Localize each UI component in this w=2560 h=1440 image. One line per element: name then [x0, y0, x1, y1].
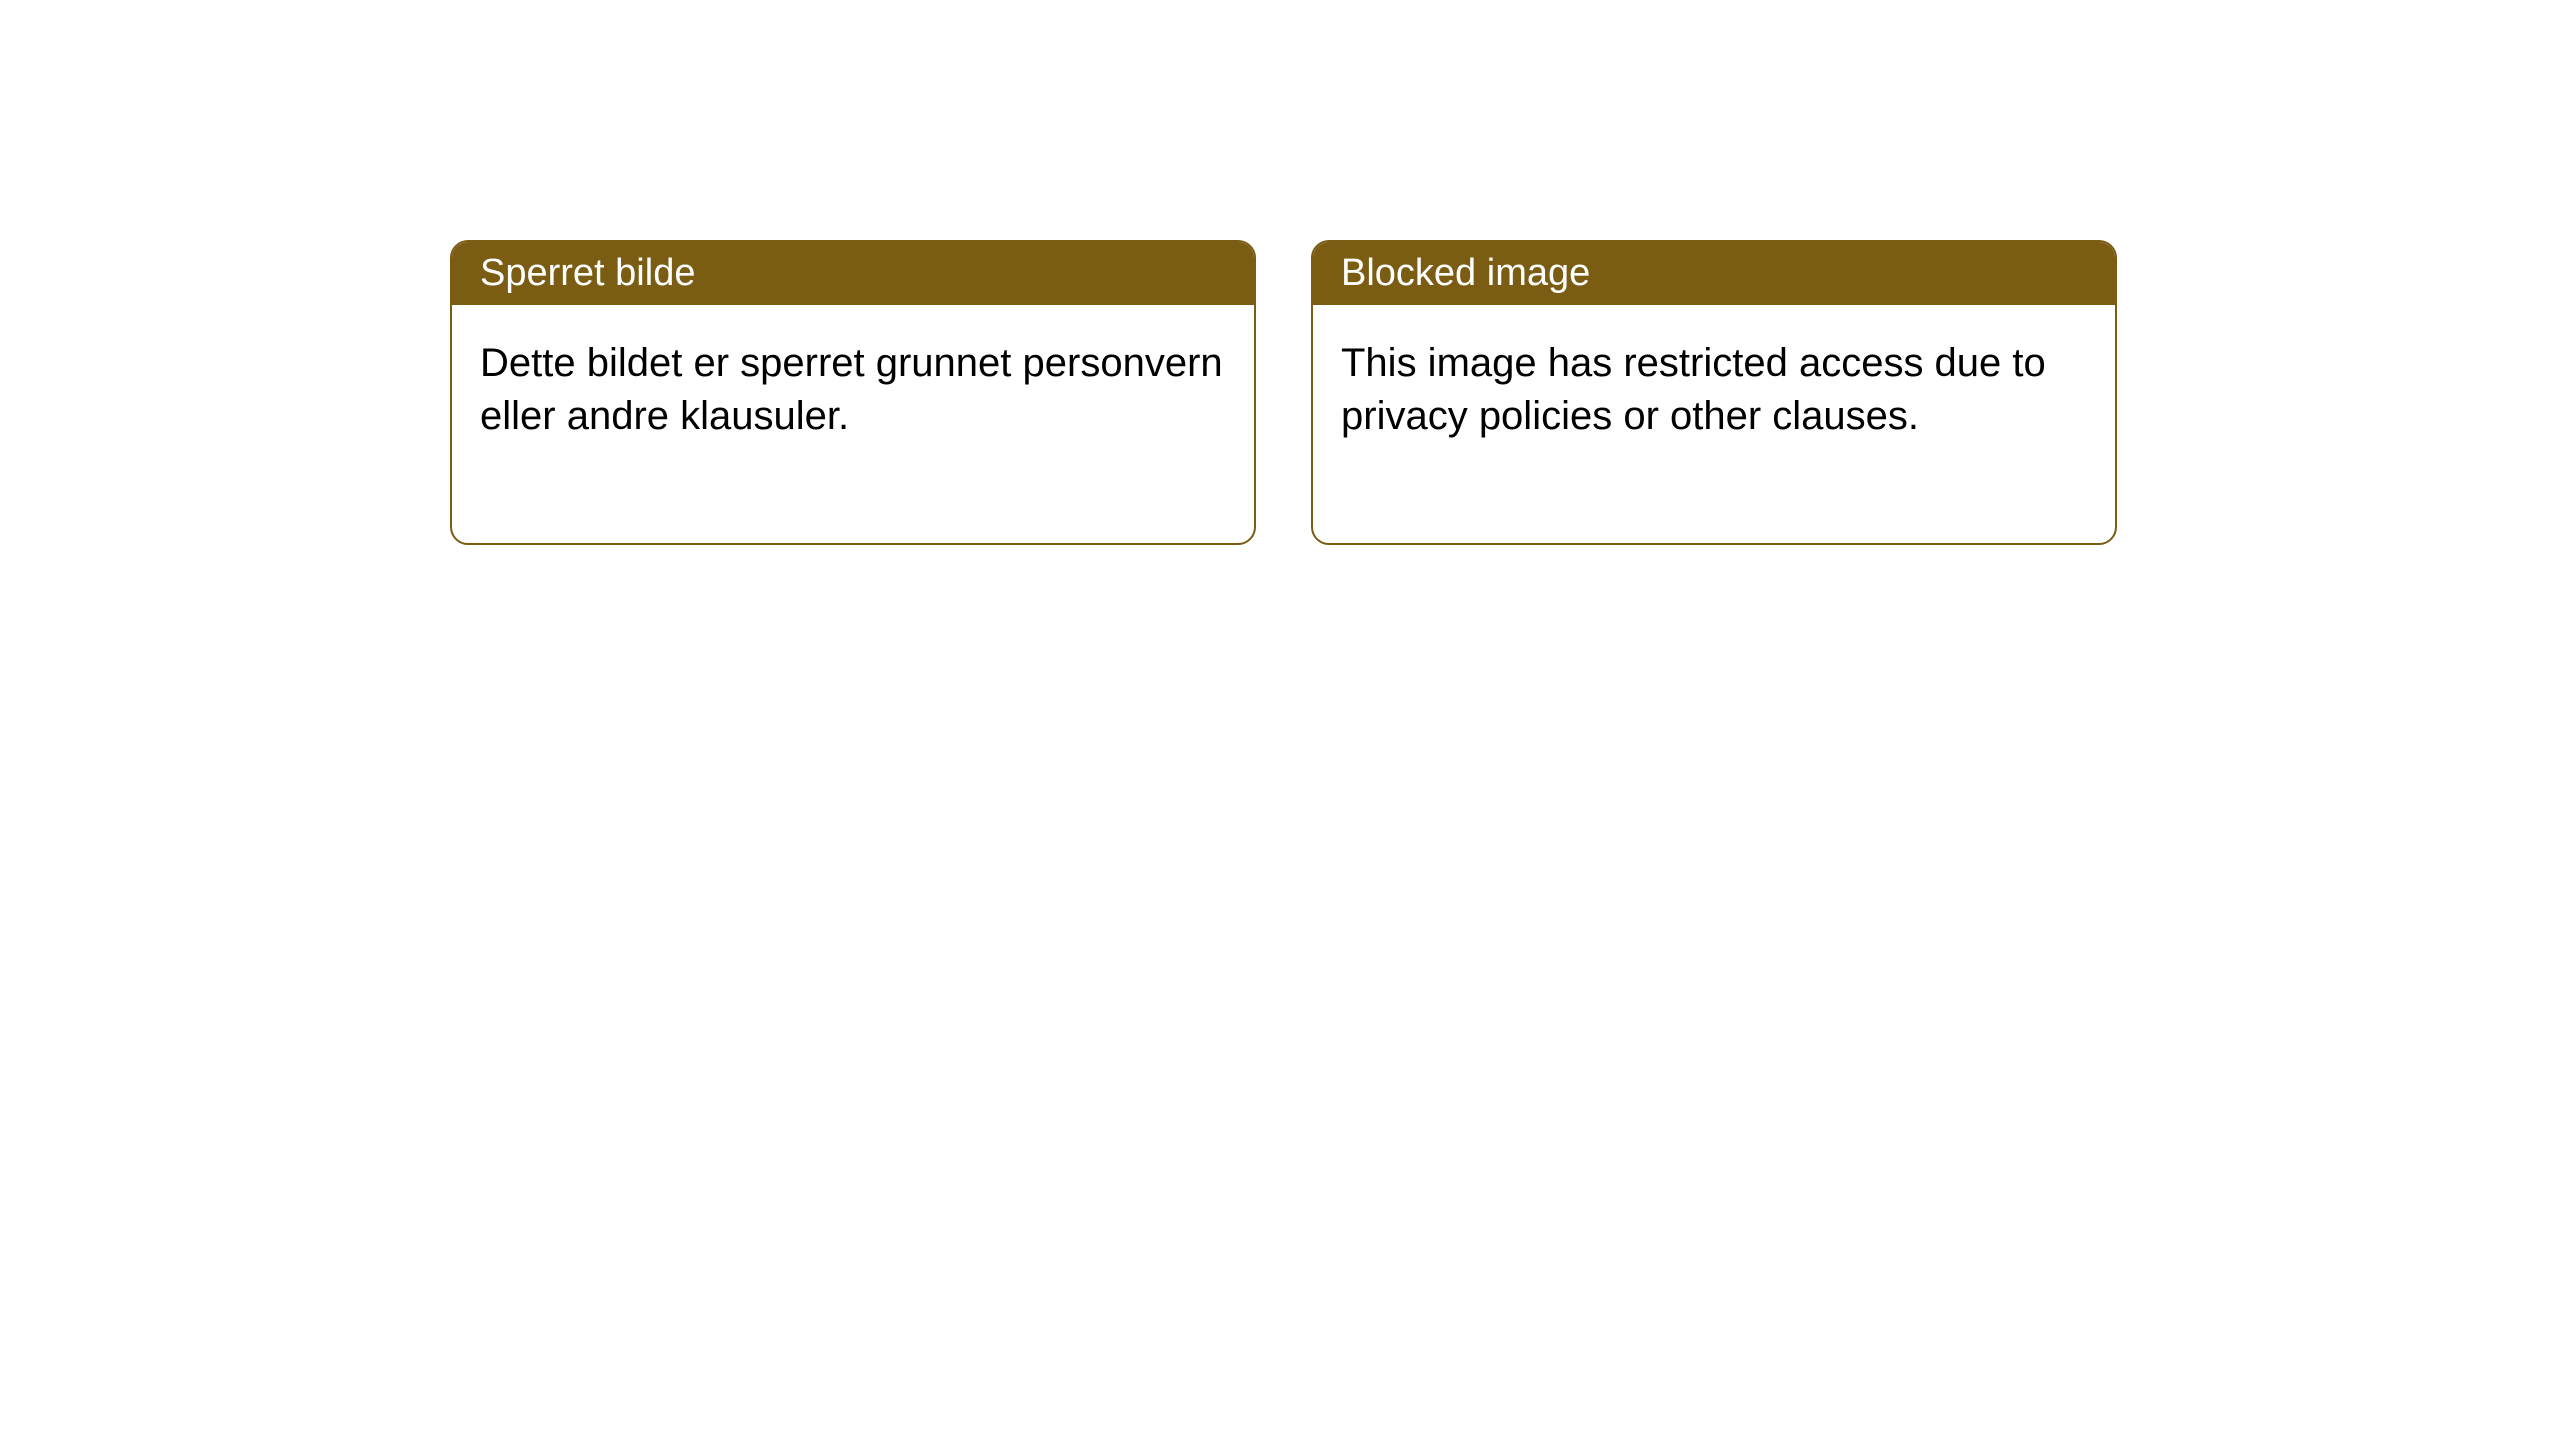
card-body: This image has restricted access due to …	[1313, 305, 2115, 543]
card-header: Sperret bilde	[452, 242, 1254, 305]
notice-card-norwegian: Sperret bilde Dette bildet er sperret gr…	[450, 240, 1256, 545]
notice-cards-container: Sperret bilde Dette bildet er sperret gr…	[450, 240, 2117, 545]
card-header: Blocked image	[1313, 242, 2115, 305]
card-body: Dette bildet er sperret grunnet personve…	[452, 305, 1254, 543]
notice-card-english: Blocked image This image has restricted …	[1311, 240, 2117, 545]
